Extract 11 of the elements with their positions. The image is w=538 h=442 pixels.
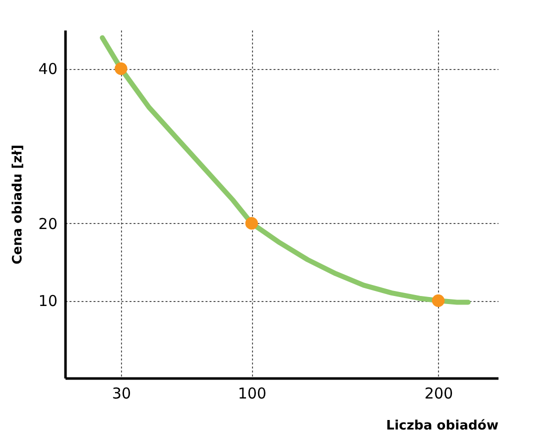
x-tick-label: 200 <box>424 384 454 402</box>
point <box>245 217 258 230</box>
y-tick-label: 10 <box>38 292 58 310</box>
y-tick-label: 40 <box>38 60 58 78</box>
point <box>432 294 445 307</box>
y-axis-title: Cena obiadu [zł] <box>10 144 26 264</box>
y-tick-label: 20 <box>38 214 58 233</box>
x-axis-title: Liczba obiadów <box>386 418 498 434</box>
point <box>114 62 128 75</box>
x-tick-label: 100 <box>238 384 266 402</box>
x-tick-label: 30 <box>112 384 132 402</box>
